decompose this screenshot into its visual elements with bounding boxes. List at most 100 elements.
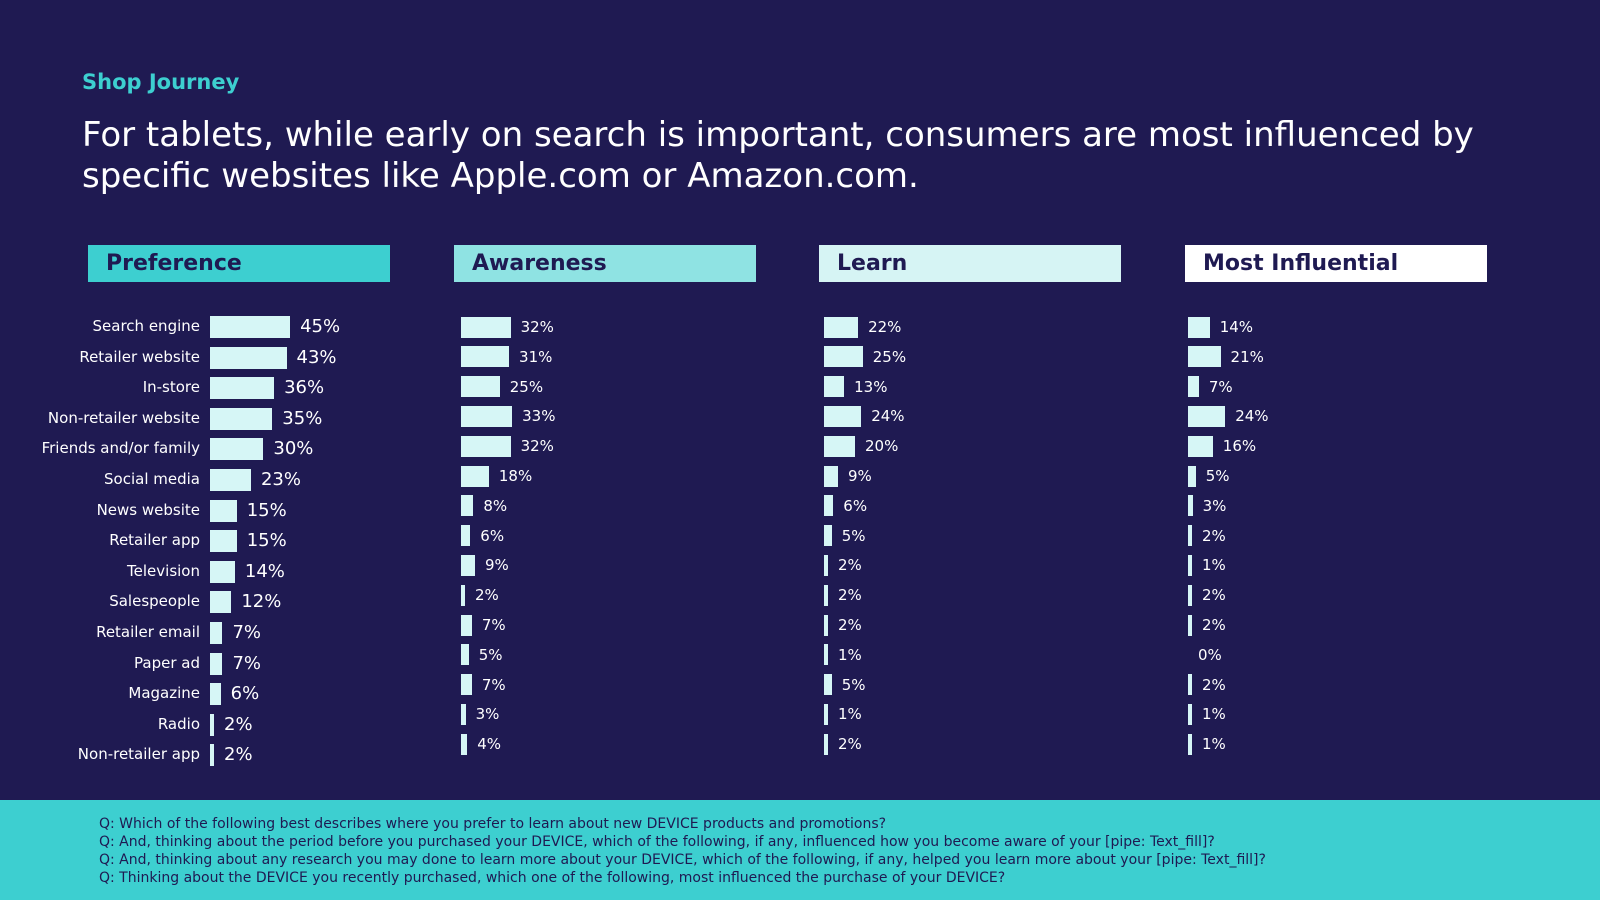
- bar-learn-retailer-email: [824, 614, 828, 636]
- bar-most-influential-salespeople: [1188, 584, 1192, 606]
- bar-most-influential-in-store: [1188, 376, 1199, 398]
- footer-question-preference: Q: Which of the following best describes…: [99, 816, 887, 832]
- bar-learn-social-media: [824, 465, 838, 487]
- bar-learn-friends-and-or-family: [824, 435, 855, 457]
- bar-most-influential-non-retailer-app: [1188, 733, 1192, 755]
- bar-preference-non-retailer-website: [210, 407, 273, 430]
- value-label-most-influential-non-retailer-app: 1%: [1202, 735, 1226, 754]
- bar-learn-news-website: [824, 495, 834, 517]
- bar-most-influential-non-retailer-website: [1188, 405, 1226, 427]
- bar-preference-friends-and-or-family: [210, 438, 264, 461]
- footer-question-most-influential: Q: Thinking about the DEVICE you recentl…: [99, 870, 1006, 886]
- value-label-awareness-search-engine: 32%: [520, 318, 554, 336]
- value-label-awareness-in-store: 25%: [509, 377, 544, 396]
- category-label-in-store: In-store: [142, 378, 200, 397]
- value-label-learn-search-engine: 22%: [868, 318, 902, 336]
- bar-learn-radio: [824, 703, 828, 725]
- value-label-awareness-news-website: 8%: [483, 496, 508, 515]
- category-label-search-engine: Search engine: [92, 317, 200, 335]
- value-label-awareness-retailer-app: 6%: [480, 526, 505, 545]
- value-label-learn-friends-and-or-family: 20%: [865, 437, 899, 456]
- value-label-most-influential-retailer-app: 2%: [1202, 526, 1226, 545]
- value-label-most-influential-social-media: 5%: [1205, 467, 1230, 485]
- bar-learn-paper-ad: [824, 644, 828, 666]
- bar-awareness-retailer-app: [461, 525, 471, 547]
- bar-awareness-non-retailer-app: [461, 733, 468, 755]
- bar-awareness-television: [461, 554, 475, 576]
- bar-awareness-radio: [461, 703, 466, 725]
- value-label-most-influential-retailer-email: 2%: [1202, 616, 1226, 634]
- bar-most-influential-search-engine: [1188, 316, 1210, 338]
- bar-awareness-magazine: [461, 674, 472, 696]
- bar-preference-salespeople: [210, 591, 232, 614]
- bar-learn-non-retailer-app: [824, 733, 828, 755]
- category-label-retailer-app: Retailer app: [109, 531, 200, 550]
- value-label-preference-salespeople: 12%: [241, 591, 282, 613]
- value-label-preference-retailer-email: 7%: [232, 622, 262, 643]
- value-label-preference-magazine: 6%: [230, 683, 260, 705]
- value-label-learn-non-retailer-website: 24%: [871, 407, 905, 426]
- bar-most-influential-social-media: [1188, 465, 1196, 487]
- category-label-friends-and-or-family: Friends and/or family: [41, 439, 200, 458]
- value-label-learn-radio: 1%: [838, 705, 862, 724]
- bar-learn-non-retailer-website: [824, 405, 862, 427]
- bar-awareness-in-store: [461, 376, 500, 398]
- category-label-non-retailer-app: Non-retailer app: [77, 745, 200, 764]
- bar-preference-social-media: [210, 469, 251, 491]
- bar-preference-in-store: [210, 377, 275, 400]
- bar-awareness-retailer-website: [461, 346, 510, 368]
- bar-preference-retailer-website: [210, 346, 287, 369]
- value-label-most-influential-radio: 1%: [1202, 705, 1226, 724]
- bar-learn-retailer-website: [824, 346, 863, 368]
- value-label-awareness-paper-ad: 5%: [478, 645, 503, 664]
- value-label-learn-social-media: 9%: [847, 467, 872, 485]
- bar-awareness-paper-ad: [461, 644, 469, 666]
- category-label-radio: Radio: [157, 714, 200, 733]
- value-label-awareness-non-retailer-app: 4%: [477, 735, 501, 754]
- panel-header-learn: Learn: [819, 245, 1121, 282]
- value-label-most-influential-retailer-website: 21%: [1230, 347, 1264, 366]
- value-label-most-influential-search-engine: 14%: [1219, 318, 1254, 336]
- bar-learn-search-engine: [824, 316, 859, 338]
- bar-awareness-retailer-email: [461, 614, 472, 636]
- bar-most-influential-retailer-app: [1188, 525, 1192, 547]
- value-label-most-influential-news-website: 3%: [1202, 496, 1227, 515]
- bar-learn-retailer-app: [824, 525, 832, 547]
- value-label-awareness-friends-and-or-family: 32%: [520, 437, 554, 456]
- bar-most-influential-friends-and-or-family: [1188, 435, 1213, 457]
- value-label-most-influential-television: 1%: [1202, 556, 1226, 575]
- bar-most-influential-news-website: [1188, 495, 1193, 517]
- footer-question-awareness: Q: And, thinking about the period before…: [99, 834, 1215, 850]
- value-label-preference-social-media: 23%: [260, 469, 301, 490]
- panel-header-preference: Preference: [88, 245, 390, 282]
- value-label-awareness-radio: 3%: [475, 705, 500, 724]
- bar-most-influential-retailer-website: [1188, 346, 1221, 368]
- bar-awareness-friends-and-or-family: [461, 435, 511, 457]
- panel-header-awareness: Awareness: [454, 245, 756, 282]
- category-label-retailer-website: Retailer website: [79, 347, 200, 366]
- bar-awareness-news-website: [461, 495, 474, 517]
- value-label-preference-paper-ad: 7%: [232, 652, 262, 674]
- bar-most-influential-radio: [1188, 703, 1192, 725]
- value-label-preference-non-retailer-website: 35%: [282, 407, 323, 429]
- value-label-most-influential-magazine: 2%: [1202, 675, 1226, 694]
- bar-preference-paper-ad: [210, 652, 223, 675]
- value-label-most-influential-non-retailer-website: 24%: [1235, 407, 1269, 426]
- bar-preference-non-retailer-app: [210, 744, 214, 767]
- value-label-preference-in-store: 36%: [284, 377, 325, 399]
- value-label-preference-retailer-website: 43%: [296, 346, 337, 368]
- category-label-paper-ad: Paper ad: [134, 653, 200, 672]
- value-label-preference-search-engine: 45%: [300, 316, 341, 337]
- value-label-learn-retailer-app: 5%: [841, 526, 866, 545]
- value-label-awareness-retailer-email: 7%: [481, 616, 506, 634]
- value-label-learn-news-website: 6%: [843, 496, 868, 515]
- value-label-preference-non-retailer-app: 2%: [224, 744, 253, 766]
- category-label-news-website: News website: [96, 500, 200, 519]
- footer-question-learn: Q: And, thinking about any research you …: [99, 852, 1266, 868]
- value-label-learn-television: 2%: [838, 556, 862, 575]
- value-label-preference-friends-and-or-family: 30%: [273, 438, 314, 460]
- bar-learn-in-store: [824, 376, 845, 398]
- bar-learn-magazine: [824, 674, 832, 696]
- bar-preference-magazine: [210, 683, 221, 706]
- value-label-preference-television: 14%: [244, 560, 285, 582]
